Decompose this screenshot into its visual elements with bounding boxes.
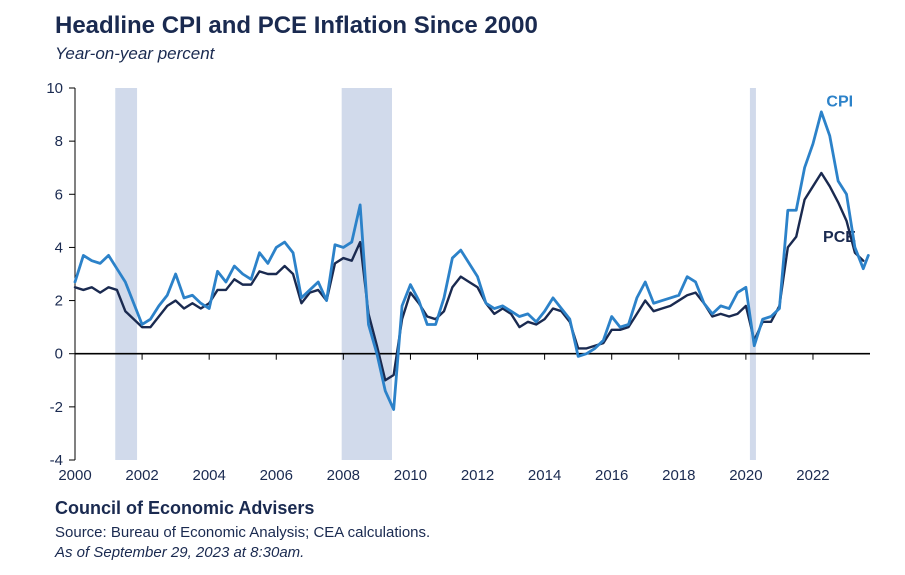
x-tick-label: 2002 bbox=[125, 467, 158, 484]
recession-band bbox=[342, 88, 392, 460]
x-tick-label: 2014 bbox=[528, 467, 561, 484]
recession-band bbox=[750, 88, 756, 460]
x-tick-label: 2008 bbox=[327, 467, 360, 484]
recession-band bbox=[115, 88, 137, 460]
x-tick-label: 2006 bbox=[260, 467, 293, 484]
y-tick-label: 8 bbox=[55, 133, 63, 150]
x-tick-label: 2004 bbox=[192, 467, 225, 484]
chart-container: Headline CPI and PCE Inflation Since 200… bbox=[0, 0, 905, 575]
footer-source: Source: Bureau of Economic Analysis; CEA… bbox=[55, 524, 430, 541]
x-tick-label: 2018 bbox=[662, 467, 695, 484]
y-tick-label: 10 bbox=[46, 80, 63, 97]
x-tick-label: 2020 bbox=[729, 467, 762, 484]
y-tick-label: 6 bbox=[55, 186, 63, 203]
chart-svg: -4-2024681020002002200420062008201020122… bbox=[0, 0, 905, 575]
x-tick-label: 2012 bbox=[461, 467, 494, 484]
x-tick-label: 2022 bbox=[796, 467, 829, 484]
y-tick-label: 2 bbox=[55, 293, 63, 310]
series-pce bbox=[75, 173, 863, 380]
series-cpi bbox=[75, 112, 868, 410]
x-tick-label: 2010 bbox=[394, 467, 427, 484]
y-tick-label: -2 bbox=[50, 399, 63, 416]
y-tick-label: 4 bbox=[55, 239, 63, 256]
footer-asof: As of September 29, 2023 at 8:30am. bbox=[55, 544, 304, 561]
x-tick-label: 2016 bbox=[595, 467, 628, 484]
series-label-cpi: CPI bbox=[826, 94, 853, 111]
footer-org: Council of Economic Advisers bbox=[55, 498, 314, 519]
y-tick-label: 0 bbox=[55, 346, 63, 363]
x-tick-label: 2000 bbox=[58, 467, 91, 484]
